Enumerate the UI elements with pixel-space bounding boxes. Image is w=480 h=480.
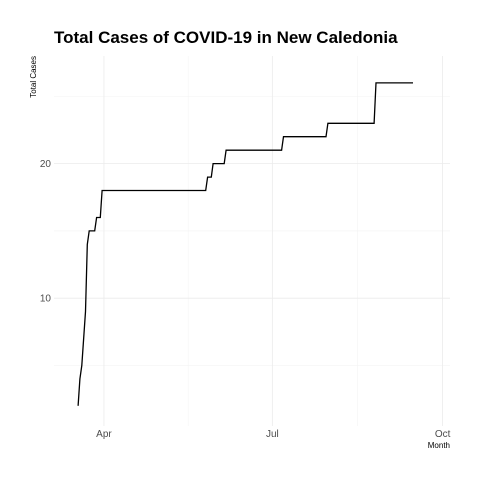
chart-title: Total Cases of COVID-19 in New Caledonia [54,28,398,47]
y-axis-ticks: 10 20 [40,159,52,305]
x-tick-label: Jul [266,429,279,440]
x-axis-label: Month [428,441,450,450]
y-tick-label: 10 [40,294,52,305]
x-tick-label: Apr [96,429,112,440]
y-axis-label: Total Cases [29,56,38,98]
series-line [77,82,413,406]
y-tick-label: 20 [40,159,52,170]
grid [54,56,450,426]
x-axis-ticks: Apr Jul Oct [96,429,450,440]
plot-area [77,82,413,406]
x-tick-label: Oct [435,429,451,440]
